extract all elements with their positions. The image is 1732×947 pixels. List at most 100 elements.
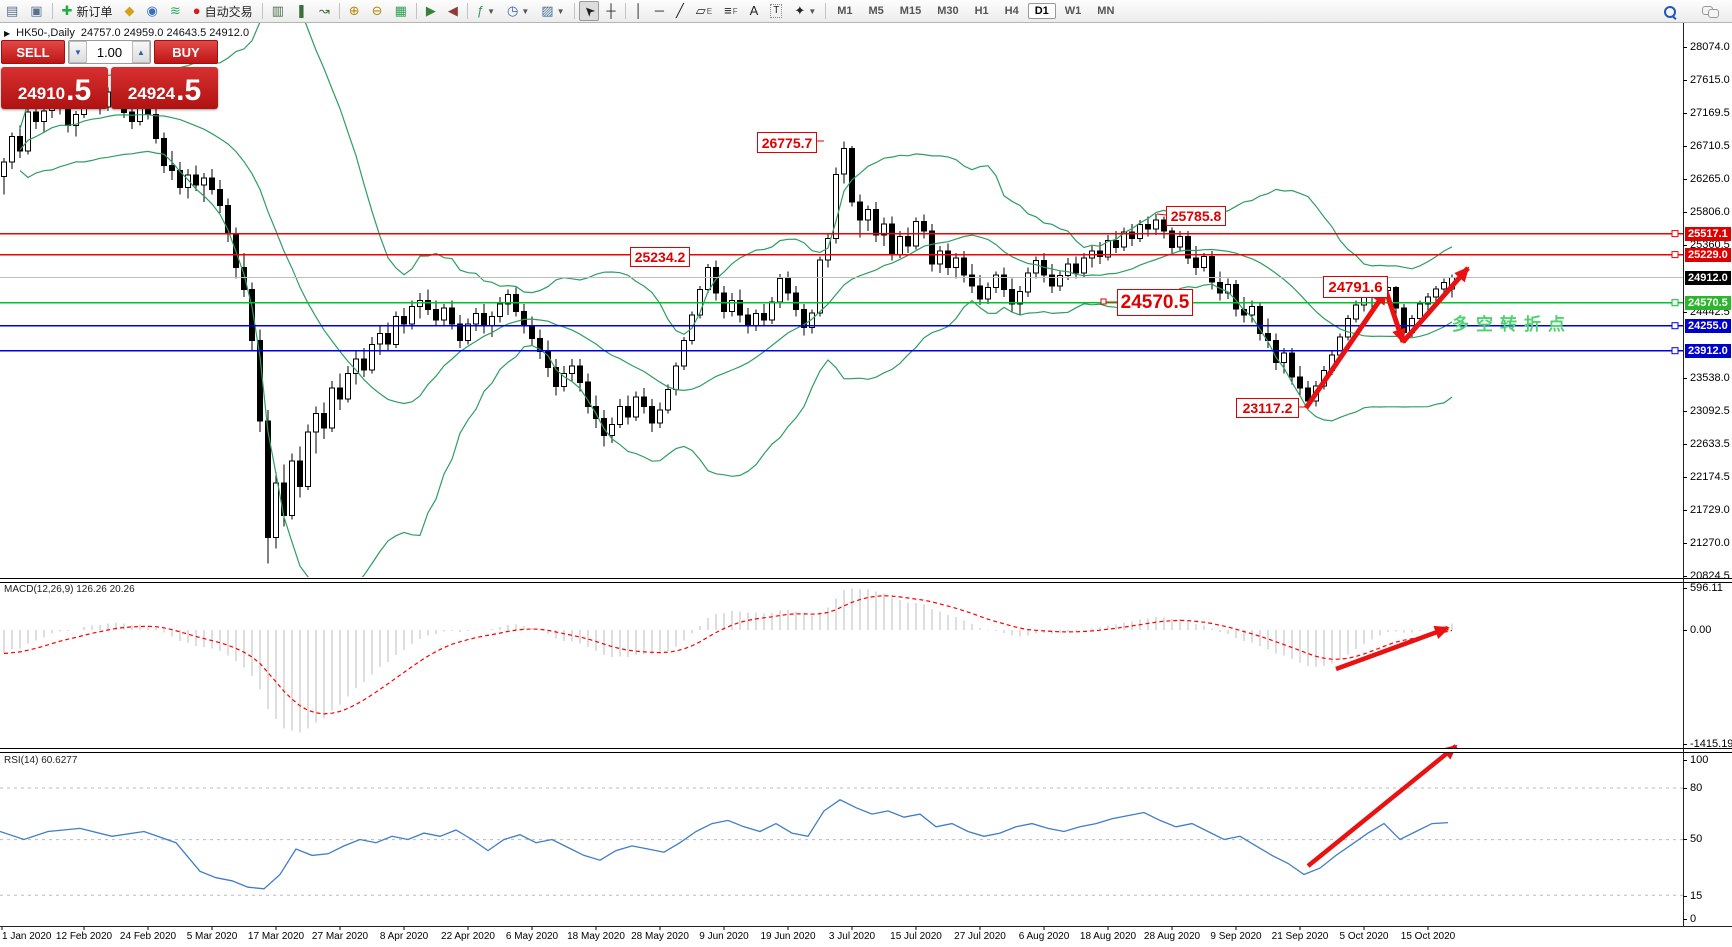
periods-icon[interactable]: ◷ ▼ — [507, 3, 530, 18]
rsi-label: RSI(14) 60.6277 — [4, 755, 78, 766]
timeframe-m30[interactable]: M30 — [937, 5, 959, 17]
timeframe-h4[interactable]: H4 — [1004, 5, 1019, 17]
indicators-icon[interactable]: ƒ ▼ — [476, 3, 496, 18]
history-center-icon[interactable]: ◆ — [124, 3, 135, 18]
annotation-price-label[interactable]: 24570.5 — [1117, 289, 1193, 316]
date-tick-label: 5 Oct 2020 — [1339, 931, 1389, 942]
sell-price-display[interactable]: 24910 .5 — [1, 67, 108, 109]
price-tick: 27169.5 — [1683, 107, 1730, 119]
date-tick-label: 1 Jan 2020 — [2, 931, 52, 942]
date-tick-label: 24 Feb 2020 — [119, 931, 177, 942]
horizontal-levels[interactable] — [0, 230, 1683, 355]
chart-window-icon[interactable]: ▤ — [6, 3, 19, 18]
price-level-badge: 25517.1 — [1685, 227, 1731, 241]
fibonacci-icon[interactable]: ≡ F — [724, 3, 738, 18]
autotrading-button[interactable]: ● 自动交易 — [192, 3, 253, 19]
chart-marker-icon: ▶ — [4, 28, 11, 38]
price-tick: 23538.0 — [1683, 372, 1730, 384]
label-icon[interactable]: T — [765, 1, 787, 21]
annotation-price-label[interactable]: 23117.2 — [1236, 398, 1299, 418]
date-tick-label: 3 Jul 2020 — [828, 931, 876, 942]
timeframe-m1[interactable]: M1 — [837, 5, 853, 17]
rsi-pane[interactable] — [0, 787, 1683, 896]
chart-shift-icon[interactable]: ◀ — [447, 3, 458, 18]
crosshair-icon[interactable]: ┼ — [606, 3, 616, 18]
rsi-pane-separator[interactable] — [0, 748, 1732, 753]
zoom-out-icon[interactable]: ⊖ — [371, 3, 383, 18]
annotation-price-label[interactable]: 25234.2 — [630, 247, 690, 267]
date-tick-label: 6 May 2020 — [505, 931, 559, 942]
bar-chart-icon[interactable]: ▥ — [271, 3, 284, 18]
trendline-icon[interactable]: ╱ — [675, 3, 684, 18]
date-tick-label: 28 Aug 2020 — [1143, 931, 1201, 942]
buy-price-frac: .5 — [176, 74, 202, 107]
indicator-tick: 596.11 — [1683, 582, 1723, 594]
date-tick-label: 18 May 2020 — [567, 931, 625, 942]
profiles-icon[interactable]: ▣ — [30, 3, 43, 18]
symbol-period-label: HK50-,Daily — [16, 27, 75, 39]
annotation-price-label[interactable]: 24791.6 — [1323, 276, 1388, 298]
buy-price-display[interactable]: 24924 .5 — [111, 67, 218, 109]
trend-note-text[interactable]: 多空转折点 — [1452, 315, 1572, 334]
vertical-line-icon[interactable]: │ — [634, 3, 643, 18]
macd-pane-separator[interactable] — [0, 578, 1732, 583]
price-tick: 21270.0 — [1683, 537, 1730, 549]
ohlc-values: 24757.0 24959.0 24643.5 24912.0 — [80, 27, 250, 39]
date-tick-label: 15 Oct 2020 — [1400, 931, 1456, 942]
text-icon[interactable]: A — [749, 3, 759, 18]
timeframe-m5[interactable]: M5 — [868, 5, 884, 17]
chat-icon[interactable] — [1697, 2, 1723, 22]
price-tick: 22633.5 — [1683, 438, 1730, 450]
trend-arrows[interactable] — [815, 140, 1470, 868]
buy-button[interactable]: BUY — [154, 40, 218, 64]
main-pane[interactable] — [1, 0, 1455, 594]
buy-price-main: 24924 — [127, 84, 176, 103]
timeframe-m15[interactable]: M15 — [899, 5, 922, 17]
timeframe-mn[interactable]: MN — [1097, 5, 1115, 17]
date-tick-label: 27 Mar 2020 — [311, 931, 369, 942]
sell-button[interactable]: SELL — [1, 40, 65, 64]
arrows-icon[interactable]: ✦ ▼ — [794, 3, 817, 18]
chart-title: ▶ HK50-,Daily 24757.0 24959.0 24643.5 24… — [4, 27, 249, 39]
zoom-in-icon[interactable]: ⊕ — [348, 3, 360, 18]
toolbar: ▤ ▣ ✚ 新订单 ◆ ◉ ≋ ● 自动交易 ▥ ❚ ↝ ⊕ ⊖ ▦ ▶ ◀ ƒ ▼ ◷ ▼ ▨ ▼ ➤ ┼ │ ─ ╱ ▱ E ≡ F A T ✦… — [0, 0, 1732, 23]
macd-label: MACD(12,26,9) 126.26 20.26 — [4, 584, 135, 595]
candlestick-icon[interactable]: ❚ — [295, 3, 307, 18]
sell-price-frac: .5 — [66, 74, 92, 107]
price-tick: 20824.5 — [1683, 570, 1730, 582]
annotation-price-label[interactable]: 26775.7 — [757, 132, 817, 153]
volume-decrease-button[interactable]: ▼ — [69, 41, 87, 63]
timeframe-w1[interactable]: W1 — [1064, 5, 1082, 17]
indicator-tick: 0 — [1682, 913, 1697, 925]
cursor-icon[interactable]: ➤ — [578, 1, 600, 21]
indicator-tick: -1415.19 — [1682, 738, 1732, 750]
indicator-tick: 100 — [1682, 754, 1709, 766]
annotation-price-label[interactable]: 25785.8 — [1166, 206, 1226, 226]
new-order-button[interactable]: ✚ 新订单 — [61, 3, 113, 19]
channel-icon[interactable]: ▱ E — [695, 3, 713, 18]
search-icon[interactable] — [1659, 2, 1681, 22]
price-tick: 21729.0 — [1683, 504, 1730, 516]
date-tick-label: 12 Feb 2020 — [55, 931, 113, 942]
indicator-tick: 0.00 — [1682, 624, 1712, 636]
volume-input[interactable] — [87, 41, 132, 63]
macd-pane[interactable] — [3, 588, 1453, 733]
timeframe-d1[interactable]: D1 — [1027, 3, 1056, 19]
timeframe-h1[interactable]: H1 — [974, 5, 989, 17]
auto-scroll-icon[interactable]: ▶ — [425, 3, 436, 18]
indicator-tick: 80 — [1682, 782, 1703, 794]
volume-increase-button[interactable]: ▲ — [132, 41, 150, 63]
sell-price-main: 24910 — [17, 84, 66, 103]
tile-windows-icon[interactable]: ▦ — [394, 3, 407, 18]
volume-control: ▼ ▲ — [68, 40, 151, 64]
line-chart-icon[interactable]: ↝ — [318, 3, 330, 18]
community-icon[interactable]: ◉ — [146, 3, 158, 18]
market-watch-icon[interactable]: ≋ — [169, 3, 181, 18]
date-tick-label: 18 Aug 2020 — [1079, 931, 1137, 942]
price-axis-line — [1683, 22, 1684, 926]
date-tick-label: 6 Aug 2020 — [1018, 931, 1070, 942]
horizontal-line-icon[interactable]: ─ — [654, 3, 664, 18]
templates-icon[interactable]: ▨ ▼ — [541, 3, 565, 18]
